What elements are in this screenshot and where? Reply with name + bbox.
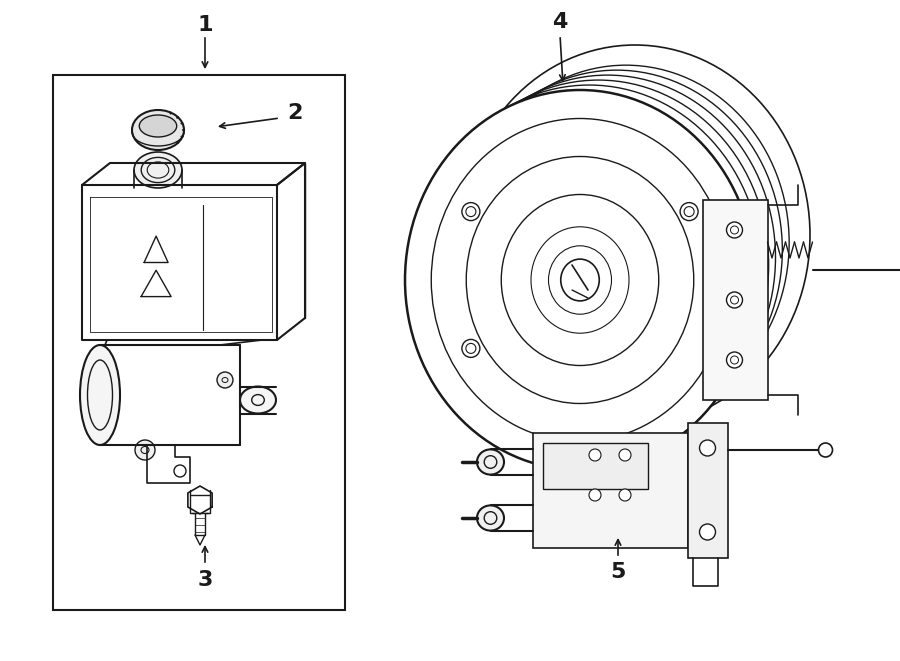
- Text: 5: 5: [610, 562, 626, 582]
- Ellipse shape: [460, 45, 810, 425]
- Ellipse shape: [132, 110, 184, 150]
- Ellipse shape: [589, 449, 601, 461]
- Ellipse shape: [680, 203, 698, 221]
- Text: 3: 3: [197, 570, 212, 590]
- Ellipse shape: [140, 115, 176, 137]
- Ellipse shape: [462, 339, 480, 358]
- Text: 2: 2: [287, 103, 302, 123]
- Bar: [53, 75, 345, 610]
- Bar: [703, 200, 768, 400]
- Ellipse shape: [699, 524, 716, 540]
- Ellipse shape: [134, 152, 182, 188]
- Bar: [533, 432, 688, 547]
- Ellipse shape: [135, 440, 155, 460]
- Ellipse shape: [477, 449, 504, 475]
- Ellipse shape: [240, 387, 276, 414]
- Ellipse shape: [217, 372, 233, 388]
- Ellipse shape: [477, 506, 504, 531]
- Ellipse shape: [174, 465, 186, 477]
- Text: 1: 1: [197, 15, 212, 35]
- Ellipse shape: [699, 440, 716, 456]
- Ellipse shape: [619, 449, 631, 461]
- Ellipse shape: [726, 222, 742, 238]
- Ellipse shape: [561, 259, 599, 301]
- Ellipse shape: [818, 443, 832, 457]
- Ellipse shape: [726, 292, 742, 308]
- Ellipse shape: [80, 345, 120, 445]
- Ellipse shape: [619, 489, 631, 501]
- Ellipse shape: [726, 352, 742, 368]
- Ellipse shape: [462, 203, 480, 221]
- Text: 4: 4: [553, 12, 568, 32]
- Ellipse shape: [589, 489, 601, 501]
- Bar: [543, 442, 647, 488]
- Bar: [688, 422, 727, 557]
- Ellipse shape: [405, 90, 755, 470]
